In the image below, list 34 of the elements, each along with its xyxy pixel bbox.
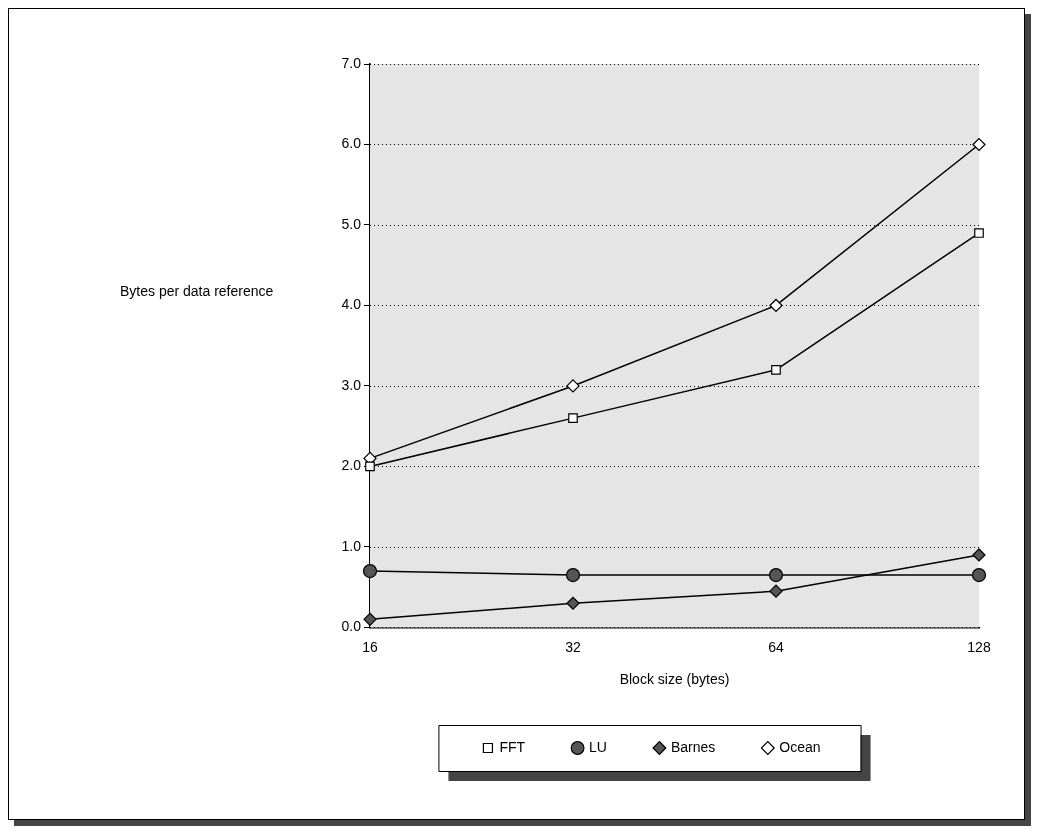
point [771,365,781,375]
y-tick-label: 3.0 [341,376,362,393]
point [972,137,986,152]
legend-label: Barnes [670,738,716,755]
point [566,596,580,610]
point [769,298,783,313]
point [972,548,986,562]
point [768,567,784,583]
y-axis-title: Bytes per data reference [120,283,274,299]
point [362,563,378,579]
x-tick-label: 128 [967,638,991,655]
legend-label: FFT [499,738,526,755]
point [363,612,377,626]
x-axis-title: Block size (bytes) [619,671,730,688]
y-tick-label: 4.0 [341,296,362,313]
point [363,451,377,465]
y-tick-label: 6.0 [341,135,362,152]
x-tick-label: 32 [565,638,581,655]
point [974,228,984,238]
x-tick-label: 64 [768,638,784,655]
point [566,379,580,393]
y-tick-label: 5.0 [341,215,362,232]
point [971,567,987,583]
point [365,461,375,472]
legend-label: Ocean [779,738,821,755]
y-tick-label: 7.0 [341,54,362,71]
x-tick-label: 16 [362,638,378,655]
y-tick-label: 0.0 [341,618,362,635]
y-tick-label: 2.0 [341,457,362,474]
y-tick-label: 1.0 [341,537,362,554]
point [565,567,581,583]
legend-label: LU [589,738,607,755]
point [568,413,578,423]
point [769,584,783,598]
